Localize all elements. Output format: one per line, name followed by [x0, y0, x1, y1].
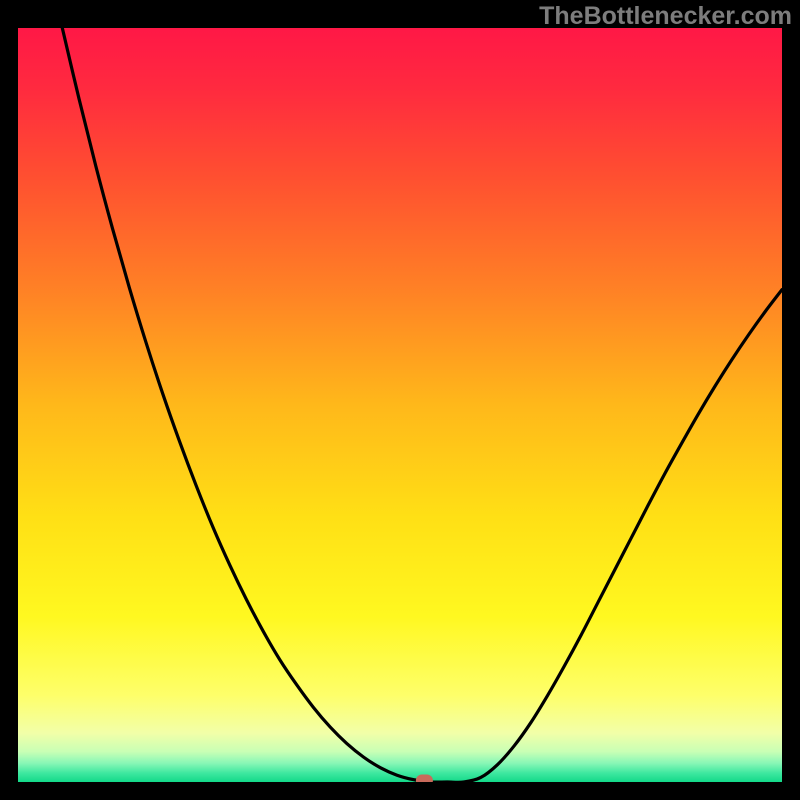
- gradient-background: [18, 28, 782, 782]
- watermark: TheBottlenecker.com: [539, 2, 792, 31]
- plot-svg: [18, 28, 782, 782]
- plot-area: [18, 28, 782, 782]
- frame-bottom: [0, 782, 800, 800]
- frame-right: [782, 0, 800, 800]
- optimum-marker: [416, 775, 433, 783]
- frame-left: [0, 0, 18, 800]
